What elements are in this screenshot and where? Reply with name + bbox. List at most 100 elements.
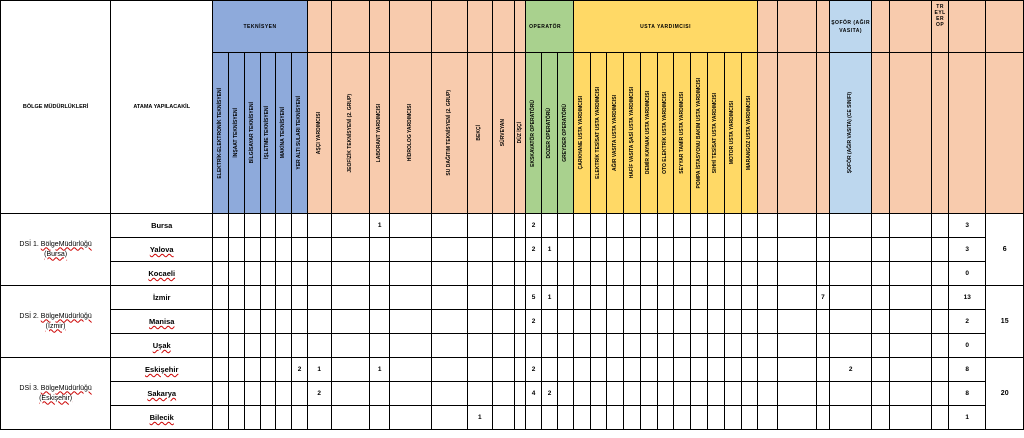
table-cell bbox=[707, 309, 725, 334]
table-cell bbox=[589, 357, 608, 382]
table-cell bbox=[871, 237, 891, 262]
table-cell bbox=[467, 213, 493, 238]
table-cell bbox=[757, 309, 778, 334]
table-cell bbox=[430, 237, 469, 262]
table-cell bbox=[931, 237, 950, 262]
table-cell bbox=[871, 285, 891, 310]
table-cell bbox=[776, 381, 818, 406]
cell-pre-sofor bbox=[816, 405, 830, 430]
cell-ekskavator: 2 bbox=[525, 357, 543, 382]
city-name: Sakarya bbox=[110, 381, 214, 406]
table-cell bbox=[656, 213, 675, 238]
table-cell bbox=[243, 357, 261, 382]
table-cell bbox=[275, 309, 293, 334]
table-cell bbox=[291, 405, 308, 430]
table-cell bbox=[639, 237, 658, 262]
table-cell bbox=[707, 333, 725, 358]
col-marangoz: MARANGOZ USTA YARDIMCISI bbox=[745, 95, 752, 171]
table-cell bbox=[330, 333, 370, 358]
table-cell bbox=[623, 309, 641, 334]
cell-pre-sofor bbox=[816, 381, 830, 406]
table-cell bbox=[656, 357, 675, 382]
table-cell bbox=[757, 213, 778, 238]
table-cell bbox=[639, 405, 658, 430]
table-cell bbox=[723, 261, 742, 286]
region-total: 6 bbox=[985, 213, 1024, 286]
table-cell bbox=[467, 237, 493, 262]
col-hidrolog: HİDROLOG YARDIMCISI bbox=[407, 104, 414, 162]
table-row: Uşak 0 bbox=[1, 333, 1024, 358]
table-cell bbox=[889, 381, 933, 406]
table-cell bbox=[306, 213, 332, 238]
table-cell bbox=[757, 285, 778, 310]
table-cell bbox=[514, 261, 527, 286]
city-name: Bilecik bbox=[110, 405, 214, 430]
table-cell bbox=[639, 333, 658, 358]
cell-pre-sofor bbox=[816, 237, 830, 262]
table-cell bbox=[514, 309, 527, 334]
region-total: 20 bbox=[985, 357, 1024, 430]
table-row: Sakarya 2 4 2 8 bbox=[1, 381, 1024, 406]
table-cell bbox=[723, 213, 742, 238]
table-cell bbox=[306, 237, 332, 262]
col-carkhane: ÇARKHANE USTA YARDIMCISI bbox=[578, 96, 585, 170]
table-cell bbox=[707, 357, 725, 382]
table-cell bbox=[740, 357, 759, 382]
table-cell bbox=[776, 213, 818, 238]
table-cell bbox=[291, 261, 308, 286]
table-cell bbox=[690, 333, 708, 358]
table-cell bbox=[589, 213, 608, 238]
cell-ekskavator bbox=[525, 261, 543, 286]
table-cell bbox=[275, 405, 293, 430]
table-cell bbox=[889, 405, 933, 430]
table-cell bbox=[330, 213, 370, 238]
table-cell bbox=[572, 261, 591, 286]
table-cell bbox=[491, 405, 516, 430]
region-name: DSİ 2. BölgeMüdürlüğü (İzmir) bbox=[0, 285, 112, 358]
table-cell bbox=[673, 309, 692, 334]
cell-row-total: 3 bbox=[948, 213, 987, 238]
table-cell bbox=[690, 213, 708, 238]
col-ekskavator: EKSKAVATÖR OPERATÖRÜ bbox=[530, 99, 537, 167]
table-cell bbox=[228, 285, 245, 310]
col-elektrik-tesisat: ELEKTRİK TESİSAT USTA YARDIMCISI bbox=[595, 87, 602, 179]
col-laborant: LABORANT YARDIMCISI bbox=[376, 103, 383, 163]
table-cell bbox=[243, 309, 261, 334]
cell-row-total: 1 bbox=[948, 405, 987, 430]
table-cell bbox=[212, 357, 229, 382]
table-cell bbox=[259, 237, 277, 262]
table-cell bbox=[430, 357, 469, 382]
table-cell bbox=[212, 309, 229, 334]
table-cell bbox=[275, 261, 293, 286]
table-cell bbox=[740, 213, 759, 238]
cell-sofor bbox=[828, 333, 873, 358]
cell-pre-sofor bbox=[816, 333, 830, 358]
table-cell bbox=[330, 381, 370, 406]
table-cell bbox=[259, 285, 277, 310]
table-cell bbox=[673, 285, 692, 310]
table-cell bbox=[389, 357, 432, 382]
header-bolge: BÖLGE MÜDÜRLÜKLERİ bbox=[0, 0, 112, 214]
cell-laborant: 1 bbox=[368, 213, 391, 238]
table-cell bbox=[639, 213, 658, 238]
cell-ekskavator bbox=[525, 405, 543, 430]
table-cell bbox=[212, 213, 229, 238]
table-cell bbox=[275, 237, 293, 262]
cell-dozer bbox=[541, 309, 558, 334]
table-cell bbox=[723, 333, 742, 358]
table-cell bbox=[723, 381, 742, 406]
table-cell bbox=[514, 237, 527, 262]
table-cell bbox=[673, 333, 692, 358]
table-cell bbox=[673, 405, 692, 430]
table-cell bbox=[871, 405, 891, 430]
cell-laborant bbox=[368, 261, 391, 286]
table-cell bbox=[639, 309, 658, 334]
table-cell bbox=[228, 357, 245, 382]
table-row: DSİ 2. BölgeMüdürlüğü (İzmir) İzmir 5 1 7 13 15 bbox=[0, 285, 1024, 358]
cell-ekskavator bbox=[525, 333, 543, 358]
table-cell bbox=[723, 309, 742, 334]
table-cell bbox=[306, 333, 332, 358]
region-total: 15 bbox=[985, 285, 1024, 358]
cell-pre-sofor bbox=[816, 261, 830, 286]
table-cell bbox=[871, 333, 891, 358]
